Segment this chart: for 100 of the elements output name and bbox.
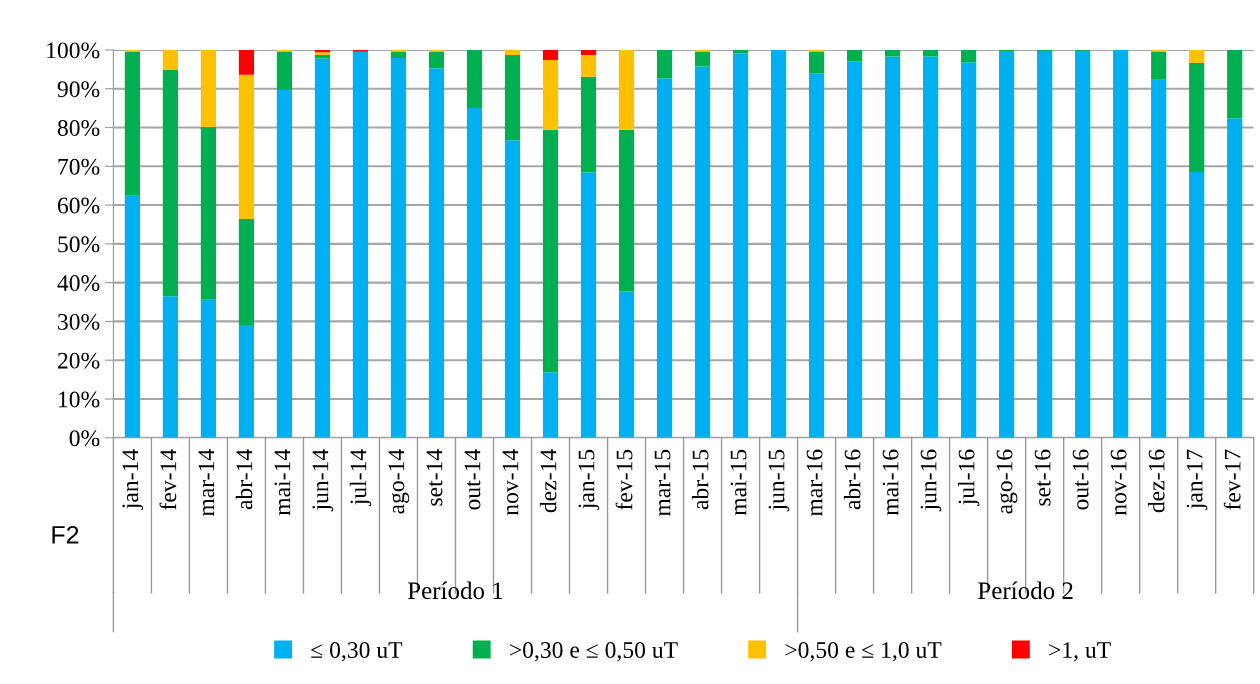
bar <box>124 51 141 196</box>
bar <box>923 49 939 57</box>
y-tick-label: 20% <box>57 352 100 369</box>
bar <box>504 140 521 438</box>
text: F2 <box>52 525 79 544</box>
bar <box>1189 49 1205 64</box>
text: Período 1 <box>407 581 503 600</box>
bar <box>808 51 825 74</box>
x-tick-label: dez-16 <box>1147 449 1165 513</box>
x-tick-label: jun-15 <box>768 449 790 512</box>
x-tick-label: mar-14 <box>198 449 215 517</box>
x-tick-label: fev-15 <box>615 449 633 510</box>
bar <box>846 49 863 62</box>
bar <box>732 53 749 438</box>
bar <box>276 89 293 438</box>
bar <box>390 58 407 438</box>
bar <box>162 70 179 297</box>
y-tick-label: 30% <box>58 313 100 330</box>
x-tick-label: nov-16 <box>1110 449 1127 516</box>
text: Período 2 <box>978 581 1073 600</box>
bar <box>238 324 255 438</box>
bar <box>200 49 217 128</box>
bar <box>238 219 255 325</box>
bar <box>1189 172 1205 438</box>
bar <box>542 60 559 130</box>
bar <box>1037 51 1053 438</box>
bar <box>200 127 217 300</box>
bar <box>885 56 901 438</box>
bar <box>846 61 863 438</box>
x-tick-label: mar-16 <box>806 449 823 517</box>
bar <box>314 58 331 438</box>
bar <box>618 291 635 438</box>
y-tick-label: 0% <box>69 430 100 447</box>
bar <box>580 49 597 55</box>
bar <box>390 51 407 59</box>
legend-label: >1, uT <box>1049 642 1111 662</box>
bar <box>656 49 673 79</box>
bar <box>1227 49 1243 119</box>
bar <box>466 49 483 109</box>
legend-label: >0,30 e ≤ 0,50 uT <box>510 642 678 662</box>
bar <box>504 49 521 55</box>
x-tick-label: mar-15 <box>654 449 671 517</box>
x-tick-label: jul-16 <box>957 449 980 506</box>
y-tick-label: 70% <box>58 158 100 175</box>
y-tick-label: 50% <box>58 236 100 253</box>
bar <box>504 54 521 141</box>
x-tick-label: jun-16 <box>920 449 942 512</box>
x-tick-label: jan-17 <box>1186 449 1208 510</box>
bar <box>200 299 217 438</box>
x-tick-label: abr-14 <box>235 449 253 510</box>
bar <box>961 49 977 63</box>
x-tick-label: dez-14 <box>539 449 557 513</box>
bar <box>124 195 141 438</box>
bar <box>694 66 711 438</box>
bar <box>923 56 939 438</box>
bar <box>238 49 255 75</box>
x-tick-label: ago-16 <box>996 449 1018 514</box>
x-tick-label: abr-15 <box>691 449 709 510</box>
x-tick-label: mai-15 <box>730 449 747 516</box>
bar <box>1189 63 1205 173</box>
x-tick-label: abr-16 <box>843 449 861 510</box>
x-tick-label: set-14 <box>426 449 443 506</box>
y-tick-label: 90% <box>57 81 100 98</box>
bar <box>1075 51 1091 438</box>
bar <box>542 372 559 438</box>
bar <box>1151 51 1167 80</box>
x-tick-label: jul-14 <box>349 449 372 506</box>
bar <box>1227 118 1243 438</box>
bar <box>618 49 635 130</box>
bar <box>656 78 673 438</box>
x-tick-label: fev-17 <box>1223 449 1241 510</box>
bar <box>1151 79 1167 438</box>
bar <box>162 296 179 438</box>
bar <box>428 68 445 438</box>
bar <box>162 49 179 71</box>
legend-label: >0,50 e ≤ 1,0 uT <box>785 642 942 662</box>
bar <box>238 74 255 220</box>
x-tick-label: nov-14 <box>502 449 519 516</box>
bar <box>885 49 901 57</box>
bar <box>580 172 597 438</box>
y-tick-label: 10% <box>59 391 100 408</box>
y-tick-label: 80% <box>57 119 100 136</box>
legend-label: ≤ 0,30 uT <box>311 642 403 662</box>
y-tick-label: 40% <box>57 275 100 292</box>
x-tick-label: mai-16 <box>882 449 899 516</box>
bar <box>694 51 711 67</box>
bar <box>961 62 977 438</box>
bar <box>580 76 597 173</box>
bar <box>999 51 1015 438</box>
y-tick-label: 100% <box>47 42 100 59</box>
x-tick-label: jun-14 <box>312 449 334 512</box>
x-tick-label: out-16 <box>1072 449 1089 510</box>
bar <box>618 129 635 292</box>
bar <box>352 51 369 438</box>
bar <box>770 49 787 438</box>
x-tick-label: fev-14 <box>159 449 177 510</box>
x-tick-label: set-16 <box>1034 449 1051 506</box>
bar <box>428 51 445 69</box>
bar <box>466 108 483 438</box>
x-tick-label: jan-14 <box>122 449 144 510</box>
